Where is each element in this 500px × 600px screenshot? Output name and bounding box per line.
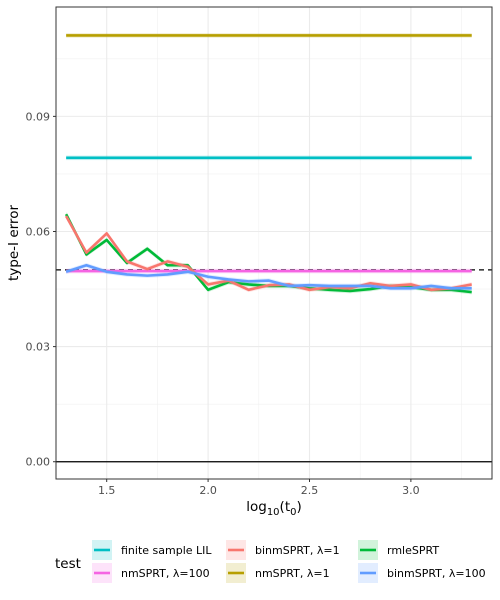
y-tick-label: 0.00	[26, 456, 51, 469]
series-line	[65, 215, 472, 292]
legend-item: nmSPRT, λ=1	[226, 563, 330, 583]
y-axis-title: type-I error	[6, 205, 22, 281]
legend-label: binmSPRT, λ=1	[255, 544, 340, 557]
y-tick-label: 0.03	[26, 341, 51, 354]
legend-item: finite sample LIL	[92, 540, 212, 560]
panel-background	[56, 7, 492, 479]
series-binmsprt-100	[65, 262, 472, 291]
legend-item: rmleSPRT	[358, 540, 439, 560]
series-finite-sample-lil	[66, 155, 472, 161]
grid-minor	[56, 7, 492, 479]
legend-label: rmleSPRT	[387, 544, 439, 557]
legend-label: nmSPRT, λ=1	[255, 567, 330, 580]
legend: finite sample LIL nmSPRT, λ=100 binmSPRT, …	[92, 540, 486, 583]
x-tick-label: 2.0	[199, 484, 217, 497]
legend-label: finite sample LIL	[121, 544, 212, 557]
x-axis-title-close: )	[296, 499, 301, 515]
x-axis-title-sub: 10	[267, 507, 280, 518]
y-tick-label: 0.09	[26, 110, 51, 123]
x-tick-label: 1.5	[98, 484, 116, 497]
legend-label: nmSPRT, λ=100	[121, 567, 210, 580]
legend-item: binmSPRT, λ=100	[358, 563, 486, 583]
series-layer	[64, 33, 472, 295]
x-axis-ticks: 1.5 2.0 2.5 3.0	[98, 479, 420, 497]
legend-title: test	[55, 556, 81, 572]
series-binmsprt-1	[65, 213, 472, 293]
x-axis-title-paren: (t	[280, 499, 291, 515]
x-tick-label: 3.0	[402, 484, 420, 497]
x-axis-title: log10(t0)	[246, 499, 302, 518]
legend-item: binmSPRT, λ=1	[226, 540, 340, 560]
y-tick-label: 0.06	[26, 225, 51, 238]
x-tick-label: 2.5	[301, 484, 319, 497]
series-nmsprt-100	[66, 268, 472, 274]
panel-border	[55, 6, 493, 480]
x-axis-title-sub2: 0	[290, 507, 296, 518]
y-axis-ticks: 0.00 0.03 0.06 0.09	[26, 110, 56, 469]
x-axis-title-main: log	[246, 499, 267, 515]
series-line	[65, 263, 472, 290]
legend-item: nmSPRT, λ=100	[92, 563, 210, 583]
series-ribbon	[66, 262, 472, 291]
series-nmsprt-1	[66, 33, 472, 38]
legend-label: binmSPRT, λ=100	[387, 567, 486, 580]
